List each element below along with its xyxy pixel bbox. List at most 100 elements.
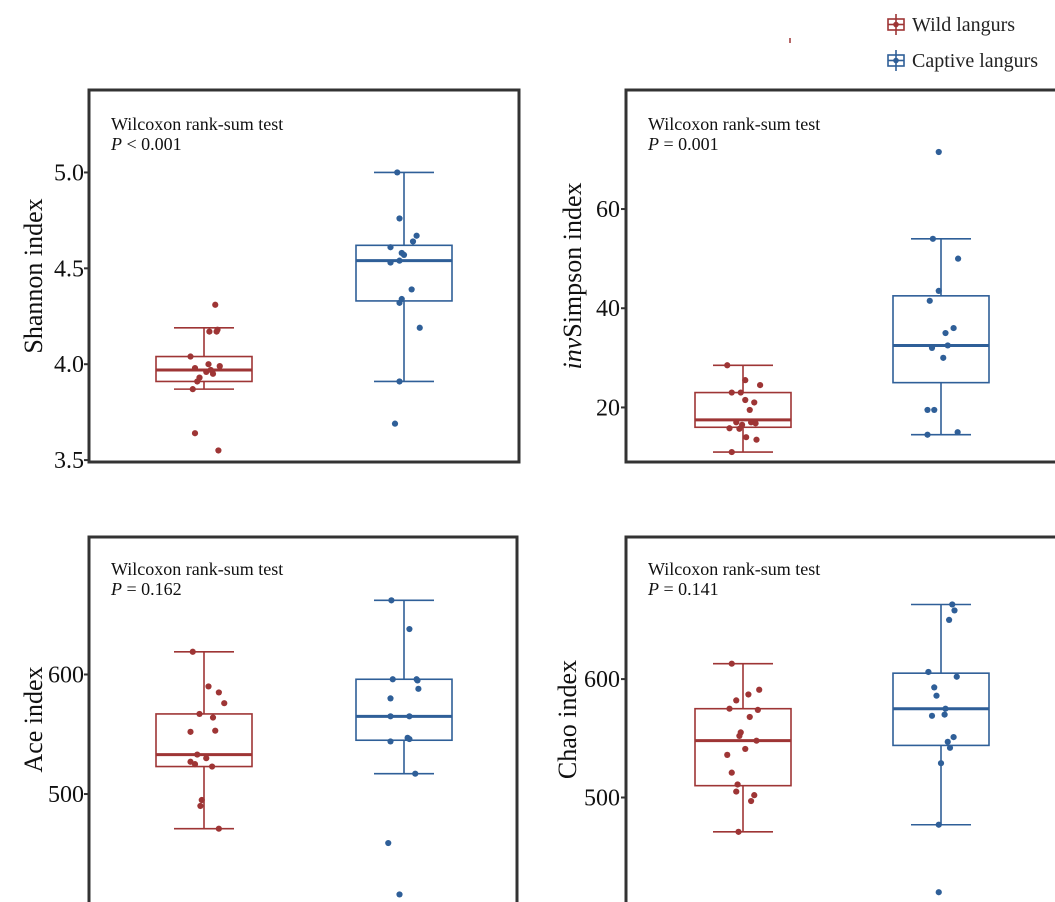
data-point — [207, 366, 214, 374]
y-tick-label: 600 — [48, 662, 84, 688]
y-tick-label: 4.0 — [54, 352, 84, 378]
data-point — [733, 419, 740, 426]
data-point — [942, 705, 949, 712]
data-point — [745, 691, 752, 698]
data-point — [406, 735, 413, 743]
y-tick-label: 3.5 — [54, 448, 84, 474]
data-point — [412, 770, 419, 777]
data-point — [757, 382, 764, 389]
data-point — [189, 386, 196, 393]
data-point — [728, 448, 735, 456]
data-point — [191, 761, 199, 768]
data-point — [388, 597, 395, 604]
p-value: P = 0.141 — [647, 579, 719, 599]
data-point — [387, 713, 394, 720]
data-point — [751, 792, 758, 799]
data-point — [387, 738, 394, 745]
data-point — [946, 616, 953, 623]
data-point — [215, 689, 222, 696]
data-point — [203, 755, 210, 762]
y-tick-label: 500 — [48, 782, 84, 808]
data-point — [194, 378, 201, 385]
p-value: P < 0.001 — [110, 134, 182, 154]
data-point — [742, 396, 749, 404]
data-point — [746, 713, 753, 721]
data-point — [215, 447, 222, 454]
data-point — [212, 301, 219, 308]
data-point — [924, 406, 931, 414]
data-point — [733, 788, 740, 795]
data-point — [416, 324, 423, 331]
data-point — [387, 259, 394, 266]
data-point — [187, 353, 194, 360]
data-point — [205, 361, 212, 368]
box-captive — [892, 148, 990, 438]
data-point — [735, 828, 742, 835]
data-point — [742, 745, 749, 753]
y-tick-label: 500 — [584, 786, 620, 812]
test-name: Wilcoxon rank-sum test — [648, 559, 820, 579]
panel-frame — [624, 88, 1055, 464]
legend-captive-label: Captive langurs — [912, 50, 1038, 72]
data-point — [191, 364, 199, 372]
data-point — [736, 732, 743, 740]
data-point — [396, 891, 403, 898]
data-point — [206, 328, 213, 335]
data-point — [415, 685, 422, 692]
data-point — [940, 354, 947, 361]
data-point — [189, 648, 196, 655]
box-captive — [355, 169, 453, 427]
data-point — [215, 825, 222, 832]
data-point — [928, 712, 936, 719]
y-tick-label: 5.0 — [54, 160, 84, 186]
data-point — [212, 727, 219, 734]
p-value: P = 0.001 — [647, 134, 719, 154]
data-point — [414, 677, 421, 684]
box-wild — [155, 648, 253, 832]
data-point — [724, 362, 731, 369]
data-point — [942, 329, 949, 337]
data-point — [198, 796, 205, 804]
data-point — [926, 297, 933, 304]
data-point — [396, 299, 403, 306]
data-point — [946, 744, 954, 751]
data-point — [728, 769, 735, 776]
data-point — [931, 684, 938, 691]
panel-2: 20 40 60 invSimpson index Wilcoxon rank-sum … — [558, 88, 1055, 464]
data-point — [734, 781, 741, 788]
data-point — [385, 839, 392, 847]
legend-wild: Wild langurs — [887, 14, 1015, 36]
data-point — [944, 342, 951, 349]
data-point — [187, 728, 194, 735]
data-point — [746, 406, 753, 414]
data-point — [950, 324, 957, 332]
y-tick-label: 20 — [596, 395, 620, 421]
data-point — [196, 710, 203, 718]
data-point — [221, 700, 228, 707]
data-point — [733, 697, 740, 704]
data-point — [413, 232, 420, 239]
data-point — [387, 695, 394, 702]
panel-frame — [87, 535, 519, 902]
data-point — [736, 425, 743, 432]
data-point — [935, 148, 942, 156]
p-value: P = 0.162 — [110, 579, 182, 599]
data-point — [753, 737, 760, 744]
data-point — [209, 763, 216, 770]
data-point — [724, 751, 731, 758]
data-point — [742, 377, 749, 384]
box-captive — [355, 597, 453, 898]
data-point — [949, 601, 956, 608]
data-point — [726, 425, 733, 432]
test-name: Wilcoxon rank-sum test — [111, 114, 283, 134]
box-iqr — [355, 678, 453, 742]
data-point — [929, 235, 937, 242]
data-point — [954, 429, 961, 436]
data-point — [748, 797, 755, 805]
y-tick-label: 40 — [596, 296, 620, 322]
y-axis-label: invSimpson index — [558, 182, 587, 369]
